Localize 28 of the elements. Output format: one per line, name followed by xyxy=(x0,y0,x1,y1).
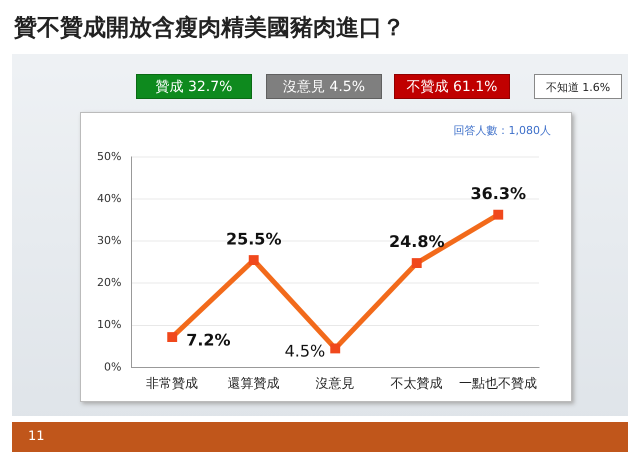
data-label: 24.8% xyxy=(388,232,444,252)
text: 不知道 1.6% xyxy=(534,74,622,99)
y-tick-label: 10% xyxy=(96,318,122,332)
text: 贊成 32.7% xyxy=(136,74,252,99)
point xyxy=(412,258,422,268)
text: 不贊成 61.1% xyxy=(394,74,510,99)
text: 回答人數：1,080人 xyxy=(454,123,551,138)
chart-title: 贊不贊成開放含瘦肉精美國豬肉進口？ xyxy=(14,14,405,43)
text: 沒意見 4.5% xyxy=(266,74,382,99)
data-label: 25.5% xyxy=(226,229,282,248)
point xyxy=(248,255,259,266)
x-tick-label: 非常贊成 xyxy=(146,376,198,392)
x-tick-label: 還算贊成 xyxy=(228,376,280,392)
point xyxy=(167,332,178,342)
text: 11 xyxy=(28,429,45,444)
data-label: 4.5% xyxy=(284,342,326,361)
x-tick-label: 不太贊成 xyxy=(390,376,443,392)
x-tick-label: 沒意見 xyxy=(316,376,355,392)
x-tick-label: 一點也不贊成 xyxy=(459,376,538,392)
y-tick-label: 50% xyxy=(96,150,122,163)
y-tick-label: 20% xyxy=(96,276,122,290)
point xyxy=(330,344,340,354)
y-tick-label: 0% xyxy=(104,360,122,374)
data-label: 7.2% xyxy=(186,330,231,350)
data-label: 36.3% xyxy=(470,184,526,203)
y-tick-label: 40% xyxy=(96,192,122,205)
point xyxy=(493,210,504,220)
y-tick-label: 30% xyxy=(96,234,122,248)
